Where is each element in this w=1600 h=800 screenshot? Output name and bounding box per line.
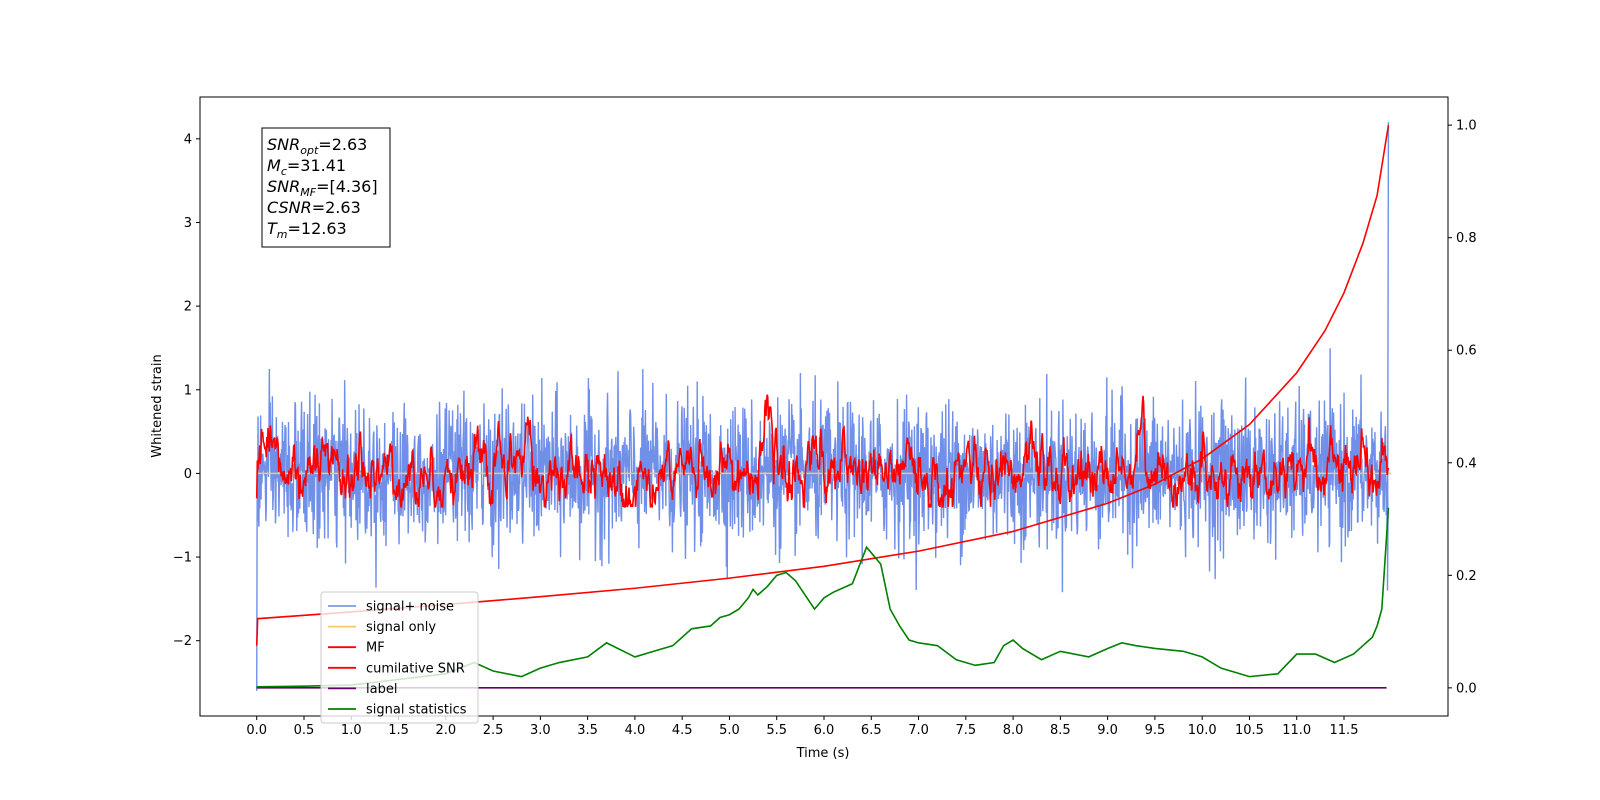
y-tick-label: 4 [184,132,192,147]
x-tick-label: 1.5 [388,723,409,738]
annotation-line: Tm=12.63 [267,219,347,241]
y2-tick-label: 0.0 [1456,681,1477,696]
series-signal-statistics-line [256,507,1390,688]
y-axis-ticks: −2 −1 0 1 2 3 4 [173,132,200,649]
x-tick-label: 7.5 [955,723,976,738]
series-signal-noise-line [256,122,1390,691]
x-tick-label: 6.5 [861,723,882,738]
annotation-frame [261,127,391,248]
x-tick-label: 0.0 [246,723,267,738]
x-axis-label: Time (s) [796,746,850,761]
y2-tick-label: 0.6 [1456,344,1477,359]
x-tick-label: 8.0 [1003,723,1024,738]
series-mf-line [255,394,1390,509]
x-tick-label: 4.0 [625,723,646,738]
stats-annotation-box: SNRopt=2.63Mc=31.41SNRMF=[4.36]CSNR=2.63… [261,127,391,248]
x-tick-label: 0.5 [294,723,315,738]
annotation-line: Mc=31.41 [267,156,346,178]
x-tick-label: 10.5 [1235,723,1264,738]
x-tick-label: 3.0 [530,723,551,738]
y2-tick-label: 0.4 [1456,456,1477,471]
x-tick-label: 2.0 [435,723,456,738]
x-tick-label: 9.5 [1145,723,1166,738]
y-tick-label: −1 [173,551,192,566]
x-tick-label: 8.5 [1050,723,1071,738]
y-tick-label: 3 [184,216,192,231]
x-tick-label: 4.5 [672,723,693,738]
x-tick-label: 9.0 [1097,723,1118,738]
annotation-line: SNRMF=[4.36] [267,177,378,199]
y-tick-label: 1 [184,383,192,398]
x-tick-label: 11.5 [1330,723,1359,738]
x-tick-label: 7.0 [908,723,929,738]
x-tick-label: 11.0 [1282,723,1311,738]
annotation-line: SNRopt=2.63 [267,135,367,157]
legend-frame [320,591,479,724]
y2-axis-ticks: 0.0 0.2 0.4 0.6 0.8 1.0 [1448,119,1477,696]
annotation-line: CSNR=2.63 [267,198,361,217]
x-tick-label: 1.0 [341,723,362,738]
x-tick-label: 6.0 [814,723,835,738]
legend-label: signal+ noise [366,600,454,615]
y-axis-label: Whitened strain [150,354,165,457]
legend-label: cumilative SNR [366,661,465,676]
y2-tick-label: 0.8 [1456,231,1477,246]
legend-label: signal only [366,620,436,635]
y-tick-label: 0 [184,467,192,482]
x-tick-label: 5.5 [766,723,787,738]
x-tick-label: 3.5 [577,723,598,738]
y-tick-label: 2 [184,300,192,315]
legend-label: label [366,682,397,697]
legend-label: MF [366,641,385,656]
x-tick-label: 5.0 [719,723,740,738]
y2-tick-label: 0.2 [1456,569,1477,584]
legend: signal+ noise signal only MF cumilative SNR… [320,591,479,724]
legend-label: signal statistics [366,703,467,718]
x-tick-label: 10.0 [1188,723,1217,738]
y2-tick-label: 1.0 [1456,119,1477,134]
x-tick-label: 2.5 [483,723,504,738]
y-tick-label: −2 [173,634,192,649]
x-axis-ticks: 0.0 0.5 1.0 1.5 2.0 2.5 3.0 3.5 4.0 4.5 5.0 5.5 6.0 6… [246,716,1358,738]
